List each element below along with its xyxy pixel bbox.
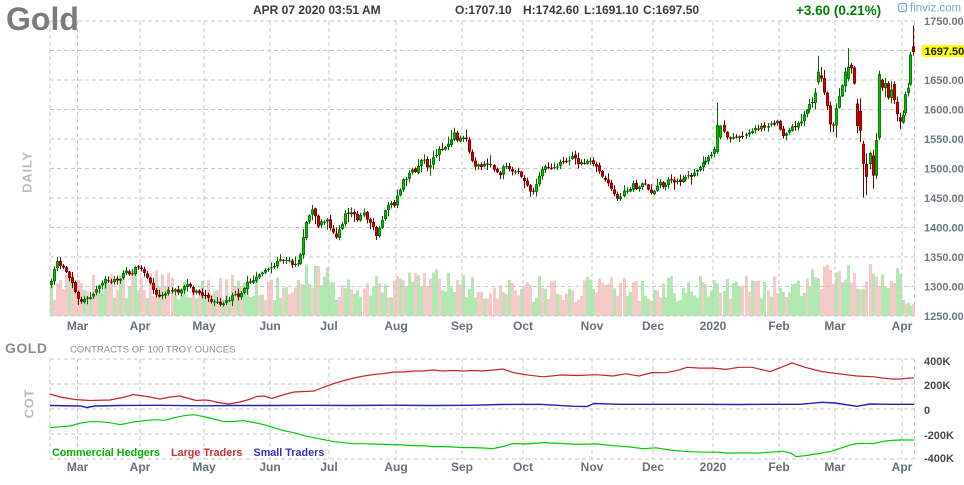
- svg-text:Sep: Sep: [451, 460, 473, 474]
- svg-text:1450.00: 1450.00: [924, 193, 964, 205]
- svg-text:1400.00: 1400.00: [924, 223, 964, 235]
- svg-text:Gold: Gold: [6, 1, 79, 37]
- svg-text:Feb: Feb: [768, 319, 789, 333]
- svg-text:Jun: Jun: [259, 460, 280, 474]
- svg-text:C:1697.50: C:1697.50: [643, 3, 699, 17]
- svg-text:Jun: Jun: [259, 319, 280, 333]
- svg-text:May: May: [192, 319, 216, 333]
- svg-text:200K: 200K: [924, 380, 950, 392]
- svg-text:Mar: Mar: [67, 319, 89, 333]
- svg-text:Mar: Mar: [824, 460, 846, 474]
- svg-text:Commercial Hedgers: Commercial Hedgers: [52, 447, 160, 459]
- svg-text:Oct: Oct: [513, 460, 533, 474]
- svg-text:O:1707.10: O:1707.10: [455, 3, 512, 17]
- svg-text:1750.00: 1750.00: [924, 16, 964, 28]
- svg-text:Oct: Oct: [513, 319, 533, 333]
- svg-text:Large Traders: Large Traders: [171, 447, 242, 459]
- svg-text:1350.00: 1350.00: [924, 252, 964, 264]
- svg-text:1250.00: 1250.00: [924, 311, 964, 323]
- svg-text:COT: COT: [22, 389, 37, 419]
- svg-text:May: May: [192, 460, 216, 474]
- svg-text:Apr: Apr: [130, 319, 151, 333]
- svg-text:Apr: Apr: [892, 319, 913, 333]
- svg-text:400K: 400K: [924, 356, 950, 368]
- svg-text:Jul: Jul: [320, 460, 337, 474]
- svg-text:Dec: Dec: [642, 460, 664, 474]
- svg-text:Apr: Apr: [130, 460, 151, 474]
- svg-text:DAILY: DAILY: [20, 151, 35, 193]
- svg-text:1697.50: 1697.50: [925, 46, 964, 58]
- svg-text:Sep: Sep: [451, 319, 473, 333]
- svg-text:CONTRACTS OF 100 TROY OUNCES: CONTRACTS OF 100 TROY OUNCES: [70, 345, 235, 356]
- svg-text:H:1742.60: H:1742.60: [523, 3, 579, 17]
- svg-text:-200K: -200K: [924, 430, 954, 442]
- svg-text:+3.60 (0.21%): +3.60 (0.21%): [796, 3, 881, 18]
- svg-text:APR 07 2020 03:51 AM: APR 07 2020 03:51 AM: [253, 3, 381, 17]
- svg-text:Small Traders: Small Traders: [254, 447, 325, 459]
- svg-text:2020: 2020: [700, 460, 727, 474]
- svg-text:finviz.com: finviz.com: [910, 3, 961, 15]
- svg-text:Mar: Mar: [824, 319, 846, 333]
- svg-text:Dec: Dec: [642, 319, 664, 333]
- svg-text:Feb: Feb: [768, 460, 789, 474]
- svg-text:Mar: Mar: [67, 460, 89, 474]
- svg-text:Aug: Aug: [384, 319, 407, 333]
- svg-text:GOLD: GOLD: [5, 340, 47, 356]
- svg-text:0: 0: [924, 405, 930, 417]
- svg-text:1300.00: 1300.00: [924, 282, 964, 294]
- svg-text:Jul: Jul: [320, 319, 337, 333]
- svg-text:2020: 2020: [700, 319, 727, 333]
- svg-text:Aug: Aug: [384, 460, 407, 474]
- svg-text:Nov: Nov: [581, 319, 604, 333]
- svg-text:1550.00: 1550.00: [924, 134, 964, 146]
- svg-text:1650.00: 1650.00: [924, 75, 964, 87]
- svg-text:L:1691.10: L:1691.10: [584, 3, 639, 17]
- svg-text:Nov: Nov: [581, 460, 604, 474]
- svg-text:c: c: [901, 5, 905, 12]
- svg-text:1500.00: 1500.00: [924, 164, 964, 176]
- svg-text:-400K: -400K: [924, 453, 954, 465]
- svg-text:Apr: Apr: [892, 460, 913, 474]
- svg-text:1600.00: 1600.00: [924, 105, 964, 117]
